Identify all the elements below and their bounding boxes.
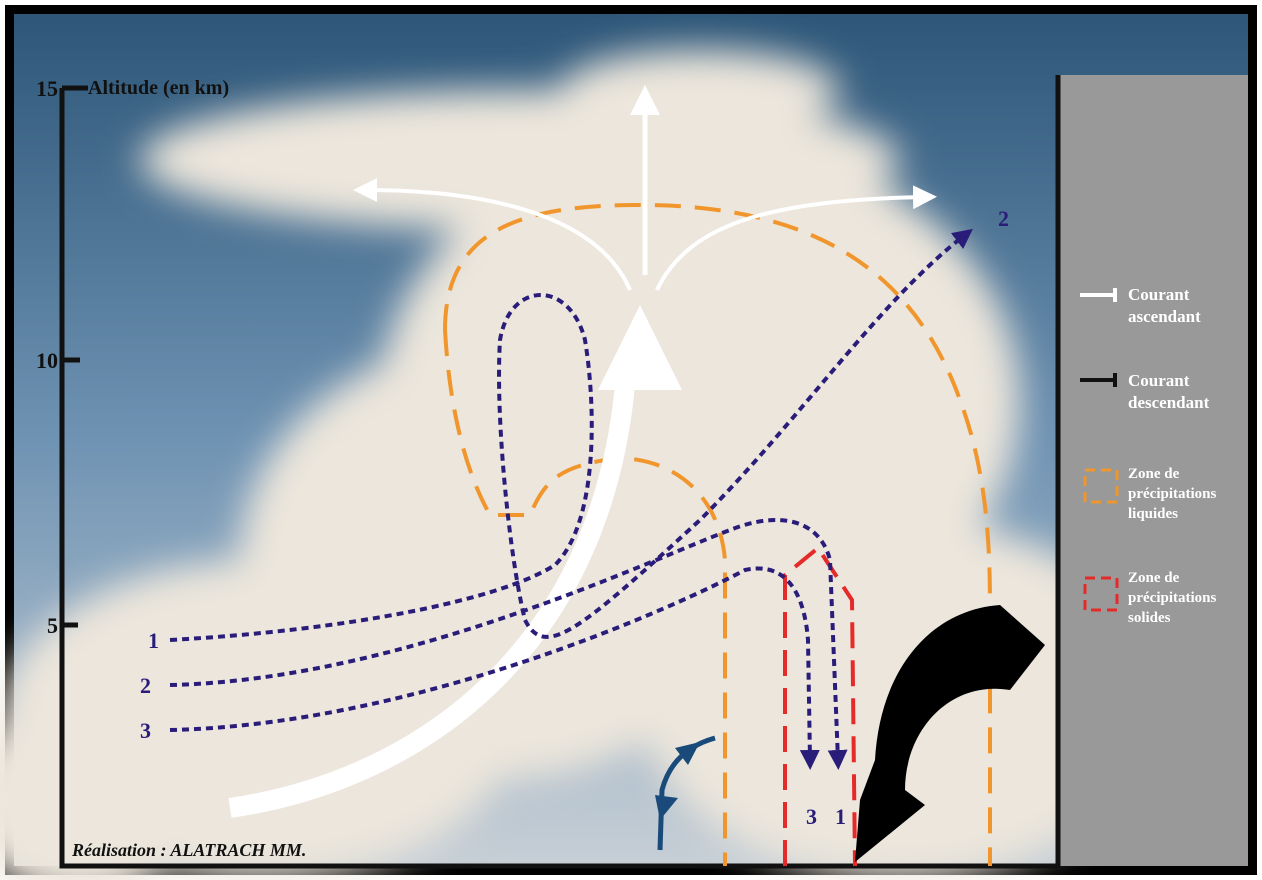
cloud	[0, 50, 1160, 880]
legend-down-key	[1080, 373, 1117, 387]
legend-label: Zone de	[1128, 570, 1180, 586]
legend-label: ascendant	[1128, 307, 1201, 326]
legend-label: précipitations	[1128, 590, 1216, 606]
front-teeth	[655, 742, 700, 820]
legend-up-key	[1080, 288, 1117, 302]
tick-label: 15	[36, 76, 58, 101]
legend-text: Courant ascendant Courant descendant Zon…	[1128, 285, 1216, 626]
axis-title: Altitude (en km)	[88, 77, 229, 99]
legend-solid-key	[1083, 576, 1119, 612]
path-label: 2	[140, 673, 151, 698]
path-label: 1	[148, 628, 159, 653]
legend-liquid-key	[1083, 468, 1119, 504]
axis	[59, 75, 1061, 869]
legend-label: solides	[1128, 610, 1171, 626]
path-label: 3	[140, 718, 151, 743]
downdraft	[855, 605, 1045, 862]
path-label: 3	[806, 804, 817, 829]
liquid-zone	[443, 202, 992, 866]
front	[657, 735, 716, 851]
trajectories	[169, 228, 973, 770]
solid-zone	[783, 545, 857, 867]
updraft-head	[598, 305, 682, 390]
legend-label: précipitations	[1128, 486, 1216, 502]
path-label: 2	[998, 206, 1009, 231]
legend-label: liquides	[1128, 506, 1178, 522]
updraft	[228, 384, 635, 818]
legend-label: descendant	[1128, 393, 1210, 412]
outflow-left	[353, 178, 632, 291]
legend-label: Zone de	[1128, 466, 1180, 482]
liquid-zone	[443, 329, 727, 866]
legend-label: Courant	[1128, 285, 1190, 304]
path-label: 1	[835, 804, 846, 829]
tick-label: 5	[47, 613, 58, 638]
outflow-right	[655, 185, 937, 291]
legend-label: Courant	[1128, 371, 1190, 390]
tick-label: 10	[36, 348, 58, 373]
credit: Réalisation : ALATRACH MM.	[71, 840, 306, 860]
